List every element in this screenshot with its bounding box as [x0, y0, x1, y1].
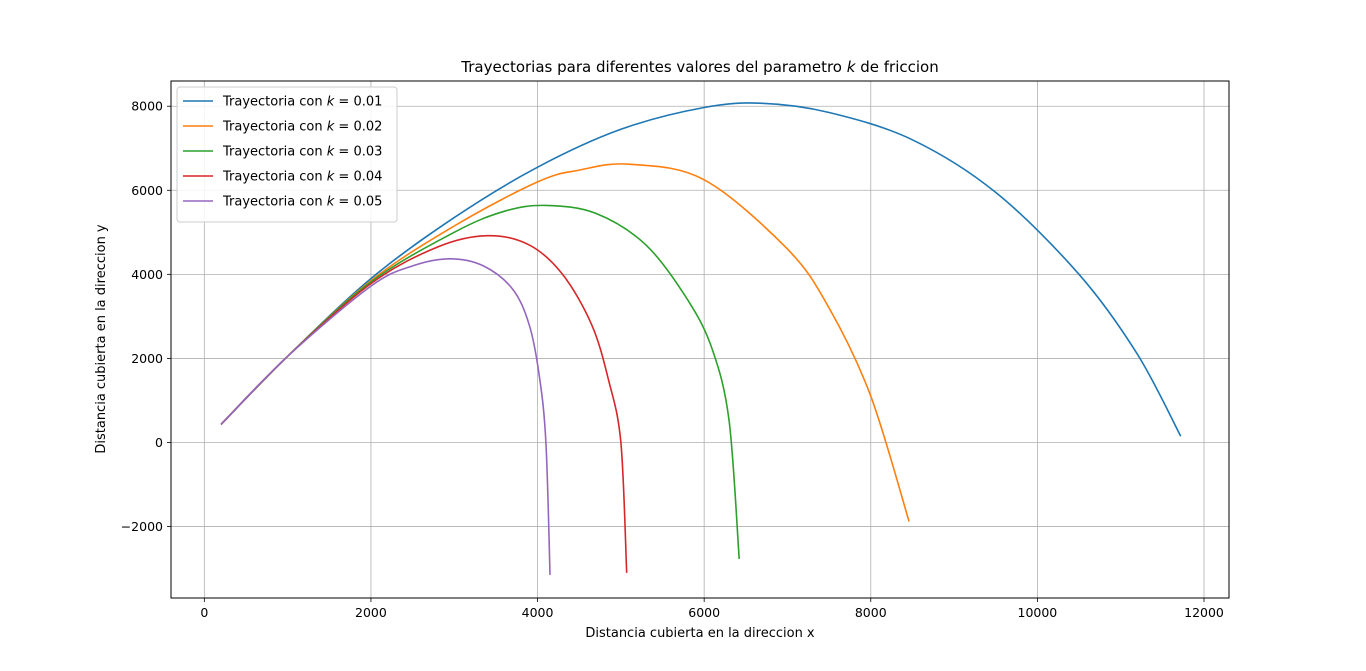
x-tick-label: 8000	[855, 605, 887, 620]
y-tick-label: 4000	[131, 267, 163, 282]
legend-label-5: Trayectoria con k = 0.05	[222, 195, 382, 210]
series-group	[220, 102, 1182, 575]
legend-box	[176, 86, 398, 223]
x-axis-title: Distancia cubierta en la direccion x	[585, 626, 815, 641]
x-tick-label: 0	[200, 605, 208, 620]
legend-label-2: Trayectoria con k = 0.02	[222, 120, 382, 135]
y-tick-label: 2000	[131, 351, 163, 366]
x-tick-label: 12000	[1184, 605, 1224, 620]
chart-title: Trayectorias para diferentes valores del…	[460, 58, 938, 76]
x-tick-label: 4000	[522, 605, 554, 620]
legend-label-3: Trayectoria con k = 0.03	[222, 145, 382, 160]
plot-frame	[170, 80, 1230, 599]
series-line-4	[220, 234, 628, 573]
legend: Trayectoria con k = 0.01 Trayectoria con …	[176, 86, 398, 223]
series-line-3	[220, 204, 740, 559]
y-axis-title: Distancia cubierta en la direccion y	[94, 224, 109, 454]
legend-label-4: Trayectoria con k = 0.04	[222, 170, 382, 185]
x-tick-label: 6000	[688, 605, 720, 620]
y-tick-label: 8000	[131, 99, 163, 114]
legend-label-1: Trayectoria con k = 0.01	[222, 95, 382, 110]
x-tick-label: 10000	[1018, 605, 1058, 620]
y-tick-label: −2000	[121, 519, 163, 534]
series-line-5	[220, 258, 551, 575]
ticks: 0 2000 4000 6000 8000 10000 12000 −2000 0 2000 400…	[121, 99, 1224, 620]
series-line-1	[220, 102, 1182, 437]
x-tick-label: 2000	[355, 605, 387, 620]
y-tick-label: 6000	[131, 183, 163, 198]
y-tick-label: 0	[155, 435, 163, 450]
